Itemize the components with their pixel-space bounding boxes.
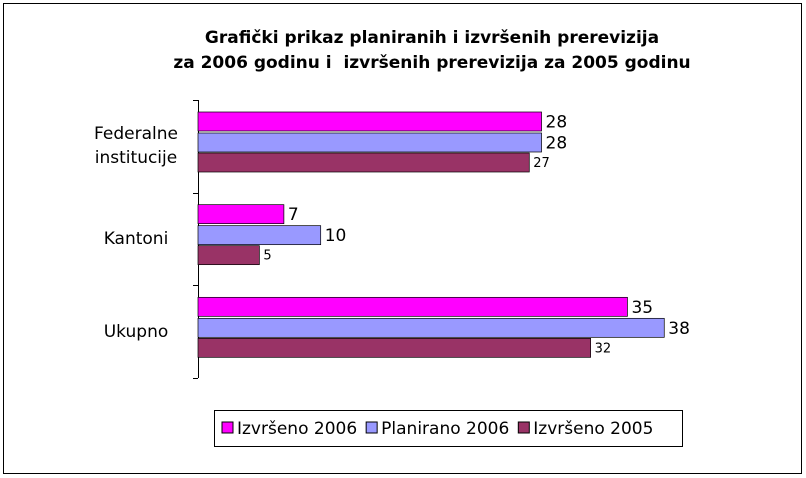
bar [197, 296, 628, 317]
chart-title: za 2006 godinu i izvršenih prerevizija z… [173, 53, 690, 73]
legend-swatch [517, 421, 530, 434]
y-tick-label: Kantoni [103, 229, 169, 249]
data-label: 38 [668, 319, 690, 339]
bar [197, 132, 542, 153]
data-label: 28 [546, 134, 568, 154]
data-label: 35 [631, 298, 653, 318]
bar [197, 245, 260, 266]
bar [197, 111, 542, 132]
legend-label: Izvršeno 2005 [533, 419, 653, 439]
bar [197, 317, 665, 338]
data-label: 10 [325, 226, 347, 246]
data-label: 27 [533, 156, 550, 171]
bar [197, 152, 530, 173]
data-label: 32 [595, 341, 612, 356]
legend-label: Izvršeno 2006 [237, 419, 357, 439]
legend-swatch [365, 421, 378, 434]
data-label: 7 [288, 205, 299, 225]
legend-swatch [221, 421, 234, 434]
legend-box [214, 410, 683, 447]
y-tick-label: Federalne institucije [94, 124, 178, 169]
data-label: 5 [263, 249, 271, 264]
chart-border [3, 3, 802, 474]
y-tick-label: Ukupno [103, 321, 169, 342]
bar [197, 204, 285, 225]
bar [197, 337, 591, 358]
chart-title: Grafički prikaz planiranih i izvršenih p… [205, 28, 659, 48]
legend-label: Planirano 2006 [381, 419, 509, 439]
bar [197, 225, 322, 246]
data-label: 28 [546, 113, 568, 133]
